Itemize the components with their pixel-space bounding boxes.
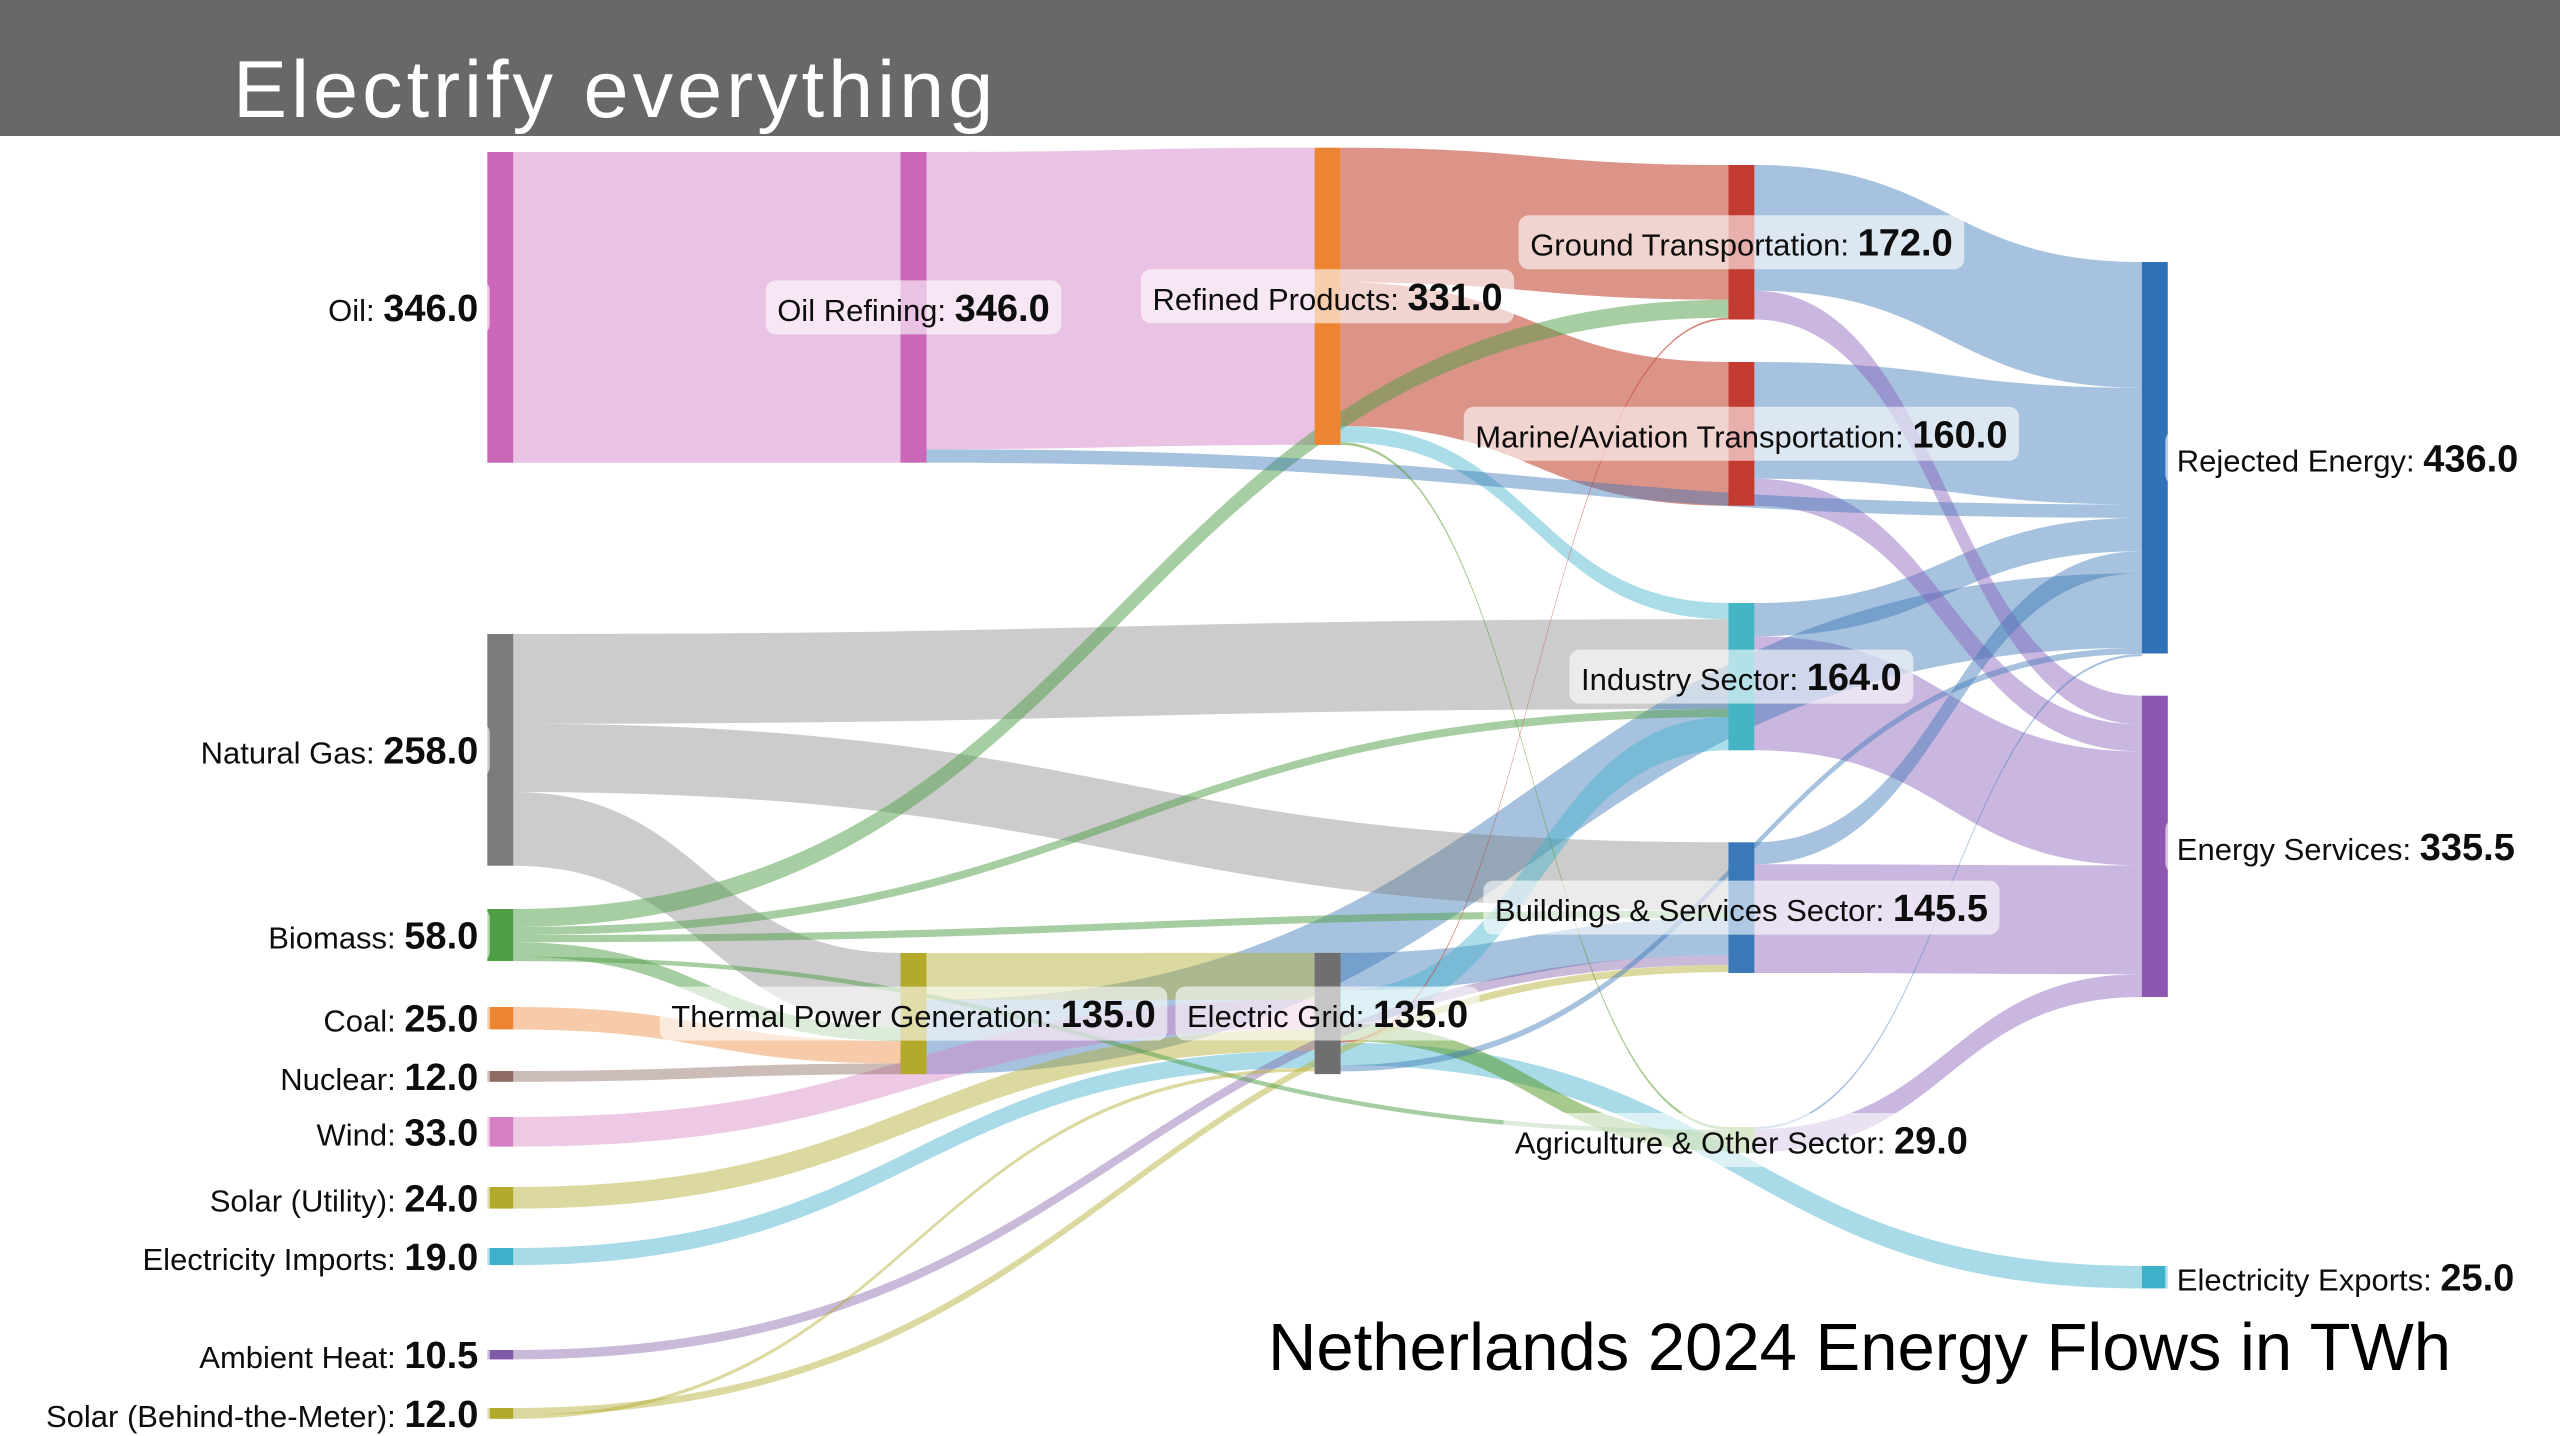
svg-text:Thermal Power Generation: 135.: Thermal Power Generation: 135.0	[671, 994, 1156, 1036]
svg-text:Netherlands 2024 Energy Flows: Netherlands 2024 Energy Flows in TWh	[1268, 1310, 2451, 1385]
svg-text:Electric Grid: 135.0: Electric Grid: 135.0	[1187, 994, 1468, 1036]
svg-text:Oil Refining: 346.0: Oil Refining: 346.0	[777, 288, 1050, 330]
svg-text:Biomass: 58.0: Biomass: 58.0	[268, 916, 478, 958]
svg-text:Industry Sector: 164.0: Industry Sector: 164.0	[1581, 657, 1902, 699]
svg-text:Electricity Exports: 25.0: Electricity Exports: 25.0	[2177, 1258, 2515, 1300]
svg-text:Buildings & Services Sector: 1: Buildings & Services Sector: 145.5	[1495, 888, 1988, 930]
svg-text:Electricity Imports: 19.0: Electricity Imports: 19.0	[143, 1237, 479, 1279]
svg-text:Natural Gas: 258.0: Natural Gas: 258.0	[201, 730, 479, 772]
svg-text:Ambient Heat: 10.5: Ambient Heat: 10.5	[199, 1335, 478, 1377]
svg-text:Solar (Utility): 24.0: Solar (Utility): 24.0	[210, 1178, 479, 1220]
svg-text:Wind: 33.0: Wind: 33.0	[317, 1112, 479, 1154]
svg-text:Nuclear: 12.0: Nuclear: 12.0	[280, 1057, 478, 1099]
svg-text:Rejected Energy: 436.0: Rejected Energy: 436.0	[2177, 438, 2519, 480]
svg-text:Refined Products: 331.0: Refined Products: 331.0	[1153, 277, 1503, 319]
svg-text:Electrify everything: Electrify everything	[233, 45, 997, 135]
svg-text:Ground Transportation: 172.0: Ground Transportation: 172.0	[1530, 223, 1953, 265]
svg-text:Solar (Behind-the-Meter): 12.0: Solar (Behind-the-Meter): 12.0	[46, 1394, 478, 1436]
svg-text:Coal: 25.0: Coal: 25.0	[323, 999, 478, 1041]
svg-text:Oil: 346.0: Oil: 346.0	[328, 288, 478, 330]
svg-text:Agriculture & Other Sector: 29: Agriculture & Other Sector: 29.0	[1515, 1121, 1968, 1163]
svg-text:Marine/Aviation Transportation: Marine/Aviation Transportation: 160.0	[1475, 414, 2007, 456]
svg-text:Energy Services: 335.5: Energy Services: 335.5	[2177, 827, 2515, 869]
